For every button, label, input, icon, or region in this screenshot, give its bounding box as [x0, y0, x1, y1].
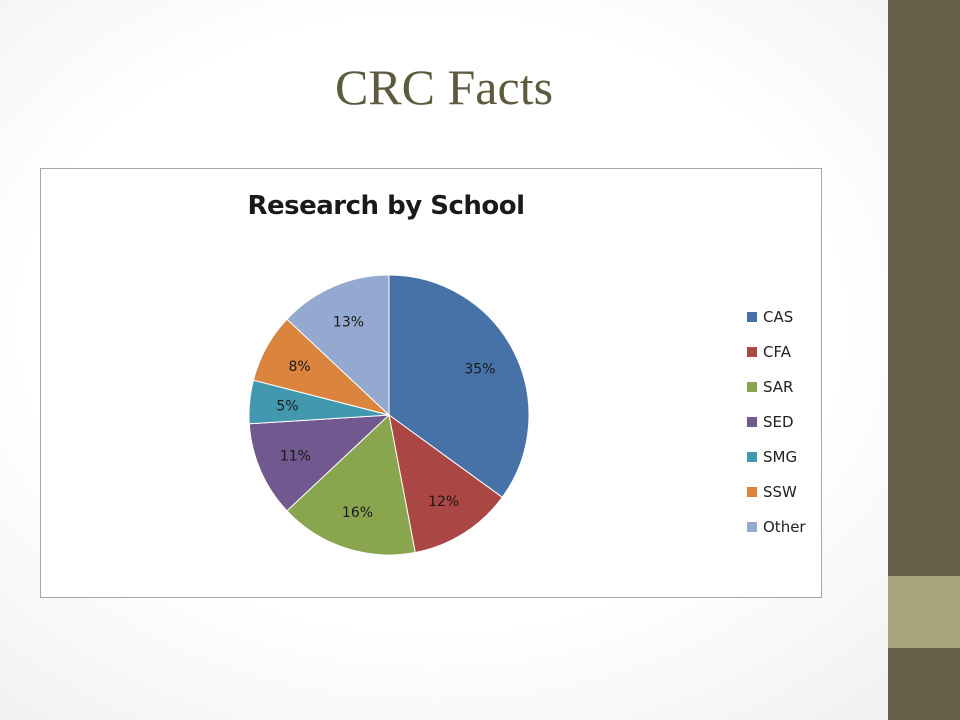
legend-item-sar: SAR — [747, 369, 819, 404]
data-label-cfa: 12% — [428, 494, 459, 510]
legend-item-ssw: SSW — [747, 474, 819, 509]
data-label-cas: 35% — [464, 362, 495, 378]
legend-label: SSW — [763, 482, 797, 501]
side-decoration-accent — [888, 576, 960, 648]
legend-swatch — [747, 311, 757, 322]
pie-slice-cas — [388, 274, 530, 498]
data-label-sed: 11% — [280, 449, 311, 465]
legend-label: CFA — [763, 342, 791, 361]
legend-swatch — [747, 416, 757, 427]
pie-slice-sed — [248, 414, 391, 512]
legend-label: Other — [763, 517, 806, 536]
data-label-ssw: 8% — [289, 359, 311, 375]
legend-label: SMG — [763, 447, 798, 466]
legend-item-smg: SMG — [747, 439, 819, 474]
legend-item-sed: SED — [747, 404, 819, 439]
chart-title: Research by School — [247, 191, 526, 221]
slide-title: CRC Facts — [334, 59, 554, 115]
chart-frame: Research by School 35% 12% 16% 11% 5% 8% 13% C… — [40, 168, 822, 598]
legend-swatch — [747, 521, 757, 532]
legend-label: SED — [763, 412, 794, 431]
pie-slice-other — [286, 274, 390, 417]
pie-slice-cfa — [388, 413, 503, 554]
legend-swatch — [747, 346, 757, 357]
data-label-smg: 5% — [276, 398, 298, 414]
legend-item-cas: CAS — [747, 299, 819, 334]
data-label-other: 13% — [333, 314, 364, 330]
legend-item-other: Other — [747, 509, 819, 544]
pie-slice-sar — [286, 414, 416, 556]
legend-swatch — [747, 381, 757, 392]
legend-swatch — [747, 451, 757, 462]
legend-swatch — [747, 486, 757, 497]
pie-chart: 35% 12% 16% 11% 5% 8% 13% — [248, 274, 530, 556]
legend-item-cfa: CFA — [747, 334, 819, 369]
legend-label: SAR — [763, 377, 794, 396]
legend-label: CAS — [763, 307, 794, 326]
data-label-sar: 16% — [342, 505, 373, 521]
chart-legend: CAS CFA SAR SED SMG SSW Other — [747, 299, 819, 544]
